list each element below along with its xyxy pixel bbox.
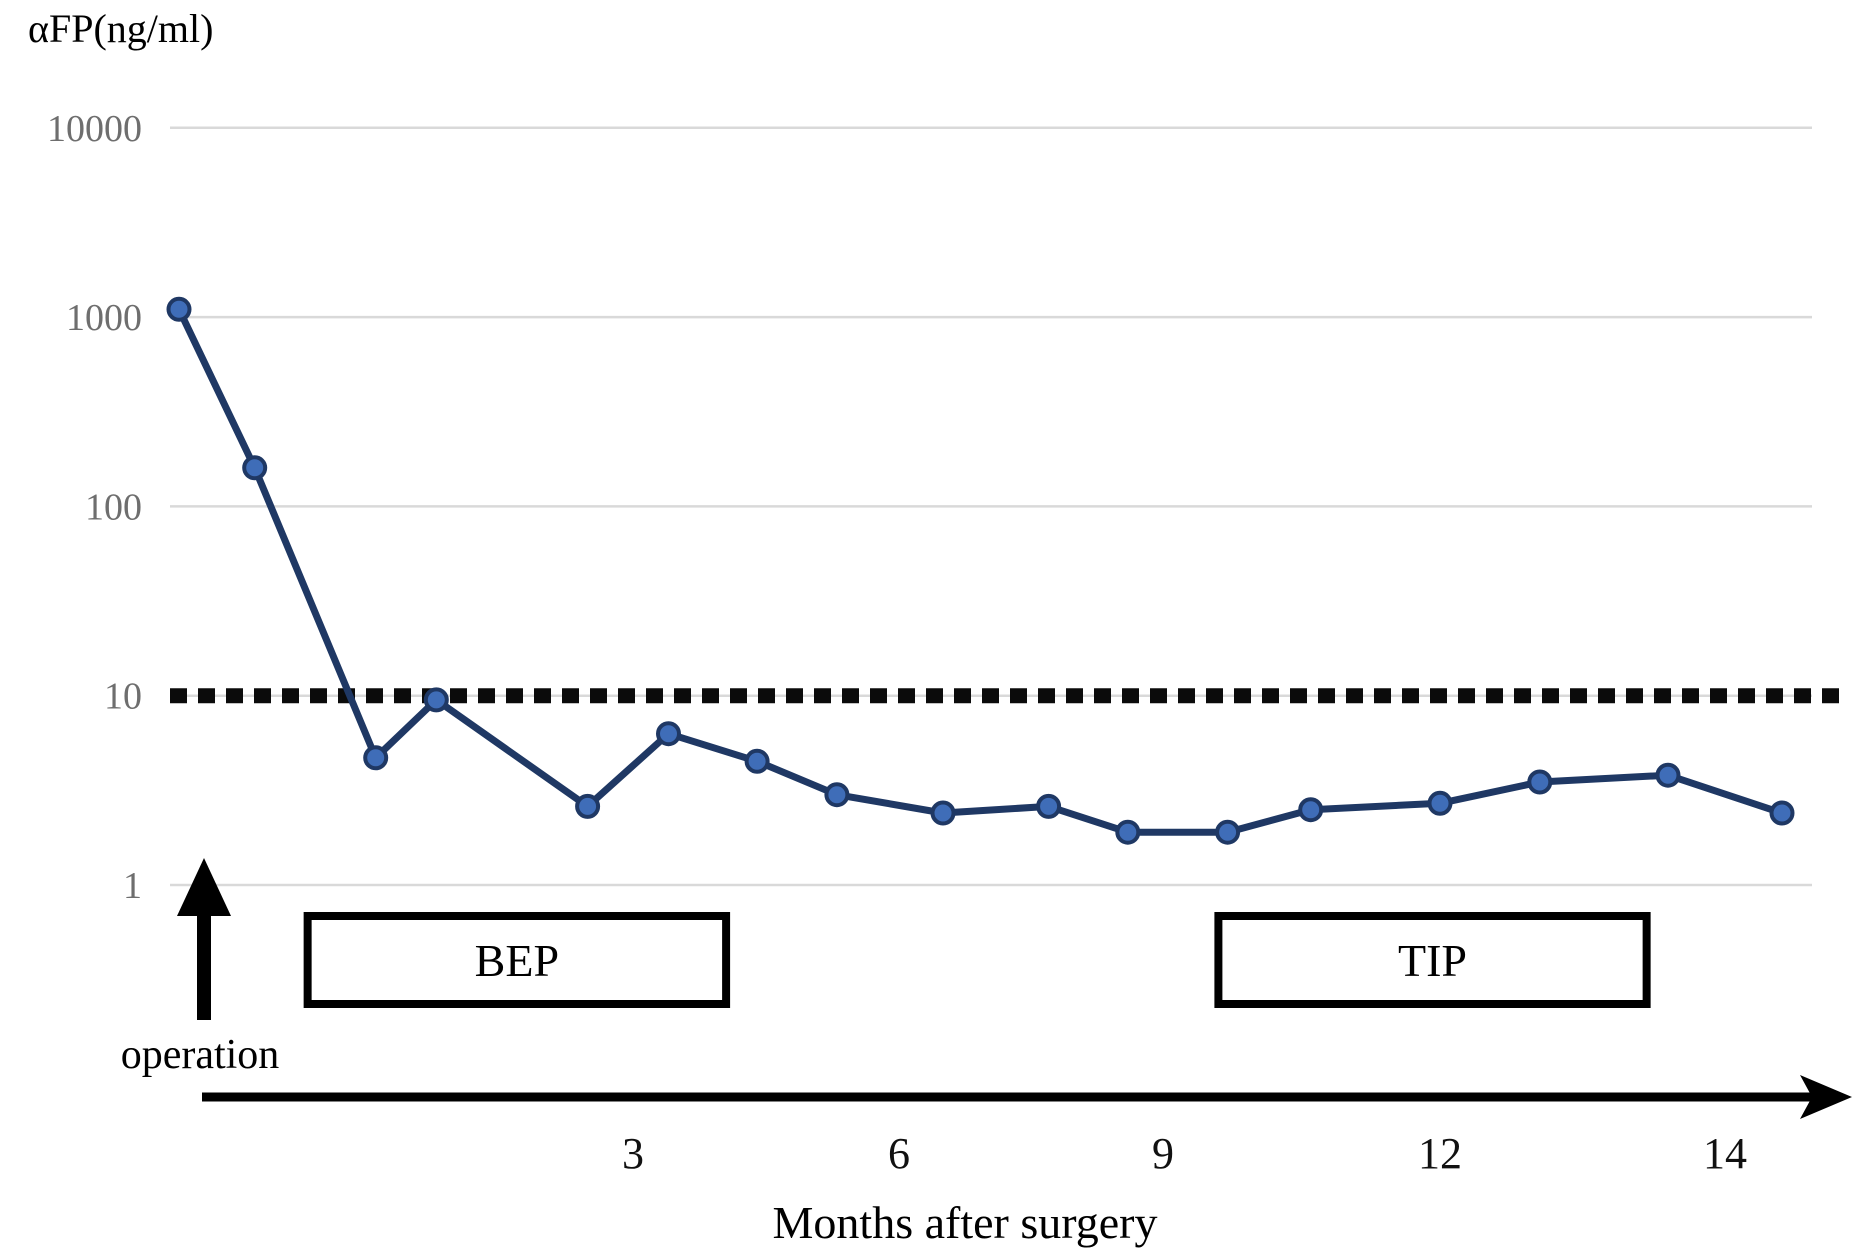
- data-point-marker: [656, 721, 681, 747]
- data-point-marker: [930, 800, 956, 826]
- data-point-marker: [1115, 819, 1141, 845]
- x-tick-label: 12: [1418, 1129, 1462, 1178]
- treatment-box-label-bep: BEP: [475, 935, 559, 986]
- y-axis-unit-title: αFP(ng/ml): [28, 6, 213, 51]
- treatment-box-label-tip: TIP: [1398, 935, 1467, 986]
- data-point-marker: [1527, 769, 1553, 795]
- data-point-marker: [1298, 797, 1324, 823]
- x-tick-label: 9: [1152, 1129, 1174, 1178]
- data-point-marker: [1655, 762, 1681, 788]
- data-point-marker: [1769, 800, 1795, 826]
- afp-line: [175, 305, 1786, 836]
- afp-series: [166, 296, 1795, 845]
- data-point-marker: [1036, 793, 1062, 819]
- x-tick-label: 14: [1703, 1129, 1747, 1178]
- data-point-marker: [363, 745, 389, 771]
- operation-label: operation: [121, 1032, 280, 1078]
- data-point-marker: [1427, 790, 1453, 816]
- y-tick-label: 1: [123, 865, 142, 907]
- data-point-marker: [575, 793, 601, 819]
- data-point-marker: [242, 455, 268, 481]
- data-point-marker: [744, 748, 770, 774]
- operation-arrow-shaft: [197, 910, 211, 1020]
- data-point-marker: [166, 296, 192, 322]
- x-axis-label: Months after surgery: [773, 1197, 1158, 1248]
- data-point-marker: [423, 687, 449, 713]
- treatment-box-tip: [1214, 912, 1651, 1008]
- y-tick-label: 10000: [47, 108, 142, 150]
- y-tick-label: 1000: [66, 297, 142, 339]
- data-point-marker: [824, 782, 850, 808]
- y-tick-label: 10: [104, 676, 142, 718]
- annotations: BEP TIP: [177, 858, 1852, 1119]
- y-tick-label: 100: [85, 486, 142, 528]
- gridlines: [170, 126, 1812, 887]
- x-axis-arrowhead: [1800, 1075, 1852, 1119]
- x-tick-label: 6: [888, 1129, 910, 1178]
- axis-tick-labels: 10000 1000 100 10 1 3 6 9 12 14: [47, 108, 1747, 1178]
- x-tick-label: 3: [622, 1129, 644, 1178]
- treatment-box-bep: [303, 912, 731, 1008]
- data-point-marker: [1215, 819, 1241, 845]
- operation-arrowhead: [177, 858, 231, 916]
